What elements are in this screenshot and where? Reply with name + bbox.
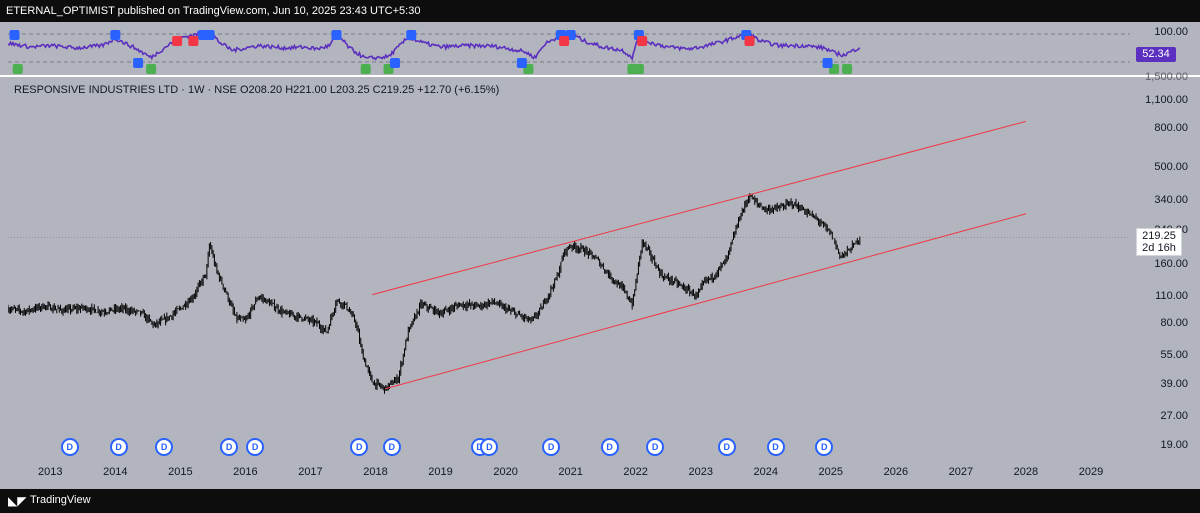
bearish-signal-marker bbox=[110, 30, 121, 40]
bearish-signal-marker bbox=[331, 30, 342, 40]
sell-signal-marker bbox=[172, 36, 183, 46]
time-axis[interactable]: 2013 2014 2015 2016 2017 2018 2019 2020 2021 2022… bbox=[8, 462, 1130, 482]
price-bars bbox=[8, 193, 861, 394]
dividend-marker[interactable]: D bbox=[60, 438, 79, 456]
time-tick-label: 2023 bbox=[688, 466, 713, 478]
publish-header: ETERNAL_OPTIMIST published on TradingVie… bbox=[0, 0, 1200, 22]
dividend-marker[interactable]: D bbox=[246, 438, 265, 456]
bullish-signal-marker bbox=[633, 64, 644, 74]
symbol-legend: RESPONSIVE INDUSTRIES LTD · 1W · NSE O20… bbox=[14, 84, 500, 96]
time-tick-label: 2013 bbox=[38, 466, 63, 478]
time-tick-label: 2022 bbox=[623, 466, 648, 478]
price-tick-label: 39.00 bbox=[1160, 378, 1188, 391]
time-tick-label: 2026 bbox=[883, 466, 909, 478]
time-tick-label: 2025 bbox=[818, 466, 844, 478]
osc-tick-label: 100.00 bbox=[1154, 26, 1188, 38]
sell-signal-marker bbox=[188, 36, 199, 46]
rsi-markers bbox=[9, 30, 853, 74]
dividend-marker[interactable]: D bbox=[109, 438, 128, 456]
bullish-signal-marker bbox=[12, 64, 23, 74]
dividend-marker[interactable]: D bbox=[815, 438, 834, 456]
dividend-marker[interactable]: D bbox=[717, 438, 736, 456]
pane-separator[interactable] bbox=[0, 75, 1200, 77]
chart-area[interactable] bbox=[0, 22, 1200, 489]
channel-lower-line bbox=[385, 213, 1027, 390]
bullish-signal-marker bbox=[842, 64, 853, 74]
tradingview-logo-icon[interactable]: ◣◤ bbox=[8, 494, 27, 508]
time-tick-label: 2016 bbox=[233, 466, 258, 478]
bearish-signal-marker bbox=[204, 30, 215, 40]
time-tick-label: 2014 bbox=[103, 466, 128, 478]
bearish-signal-marker bbox=[406, 30, 417, 40]
price-pane[interactable] bbox=[8, 80, 1130, 460]
price-axis[interactable]: 100.00 1,500.00 1,100.00 800.00 500.00 340.… bbox=[1132, 22, 1200, 462]
bullish-signal-marker bbox=[360, 64, 371, 74]
time-tick-label: 2019 bbox=[428, 466, 453, 478]
price-tick-label: 500.00 bbox=[1154, 161, 1188, 174]
price-tick-label: 110.00 bbox=[1155, 290, 1188, 303]
bearish-signal-marker bbox=[133, 58, 144, 68]
time-tick-label: 2015 bbox=[168, 466, 193, 478]
time-tick-label: 2018 bbox=[363, 466, 388, 478]
price-tick-label: 80.00 bbox=[1160, 317, 1188, 330]
sell-signal-marker bbox=[559, 36, 570, 46]
dividend-marker[interactable]: D bbox=[600, 438, 619, 456]
price-tick-label: 19.00 bbox=[1160, 439, 1188, 452]
channel-upper-line bbox=[372, 120, 1027, 296]
time-tick-label: 2029 bbox=[1078, 466, 1104, 478]
dividend-marker[interactable]: D bbox=[382, 438, 401, 456]
footer-brand[interactable]: TradingView bbox=[30, 494, 91, 506]
time-tick-label: 2017 bbox=[298, 466, 323, 478]
price-tick-label: 55.00 bbox=[1160, 349, 1188, 362]
dividend-marker[interactable]: D bbox=[155, 438, 174, 456]
price-tick-label: 800.00 bbox=[1154, 121, 1188, 134]
price-tick-label: 160.00 bbox=[1154, 258, 1188, 271]
dividend-marker[interactable]: D bbox=[766, 438, 785, 456]
bullish-signal-marker bbox=[146, 64, 157, 74]
rsi-value-tag: 52.34 bbox=[1136, 47, 1176, 62]
time-tick-label: 2021 bbox=[558, 466, 583, 478]
dividend-marker[interactable]: D bbox=[480, 438, 499, 456]
footer-bar: ◣◤ TradingView bbox=[0, 489, 1200, 513]
time-tick-label: 2027 bbox=[948, 466, 974, 478]
sell-signal-marker bbox=[637, 36, 648, 46]
bearish-signal-marker bbox=[9, 30, 20, 40]
bearish-signal-marker bbox=[822, 58, 833, 68]
time-tick-label: 2020 bbox=[493, 466, 518, 478]
price-tick-label: 340.00 bbox=[1154, 194, 1188, 207]
dividend-marker[interactable]: D bbox=[646, 438, 665, 456]
dividend-marker[interactable]: D bbox=[350, 438, 369, 456]
bearish-signal-marker bbox=[390, 58, 401, 68]
bearish-signal-marker bbox=[516, 58, 527, 68]
dividend-marker[interactable]: D bbox=[220, 438, 239, 456]
price-tick-label: 27.00 bbox=[1160, 409, 1188, 422]
bar-countdown: 2d 16h bbox=[1142, 242, 1176, 254]
last-price-tag: 219.25 2d 16h bbox=[1136, 228, 1182, 256]
rsi-line bbox=[8, 30, 861, 62]
publish-info: ETERNAL_OPTIMIST published on TradingVie… bbox=[6, 5, 421, 17]
price-tick-label: 1,100.00 bbox=[1145, 94, 1188, 107]
rsi-oscillator-pane[interactable] bbox=[8, 22, 1130, 74]
time-tick-label: 2024 bbox=[753, 466, 778, 478]
osc-tick-label: 1,500.00 bbox=[1145, 71, 1188, 83]
dividend-marker[interactable]: D bbox=[542, 438, 561, 456]
sell-signal-marker bbox=[744, 36, 755, 46]
time-tick-label: 2028 bbox=[1013, 466, 1039, 478]
last-price-value: 219.25 bbox=[1142, 230, 1176, 242]
